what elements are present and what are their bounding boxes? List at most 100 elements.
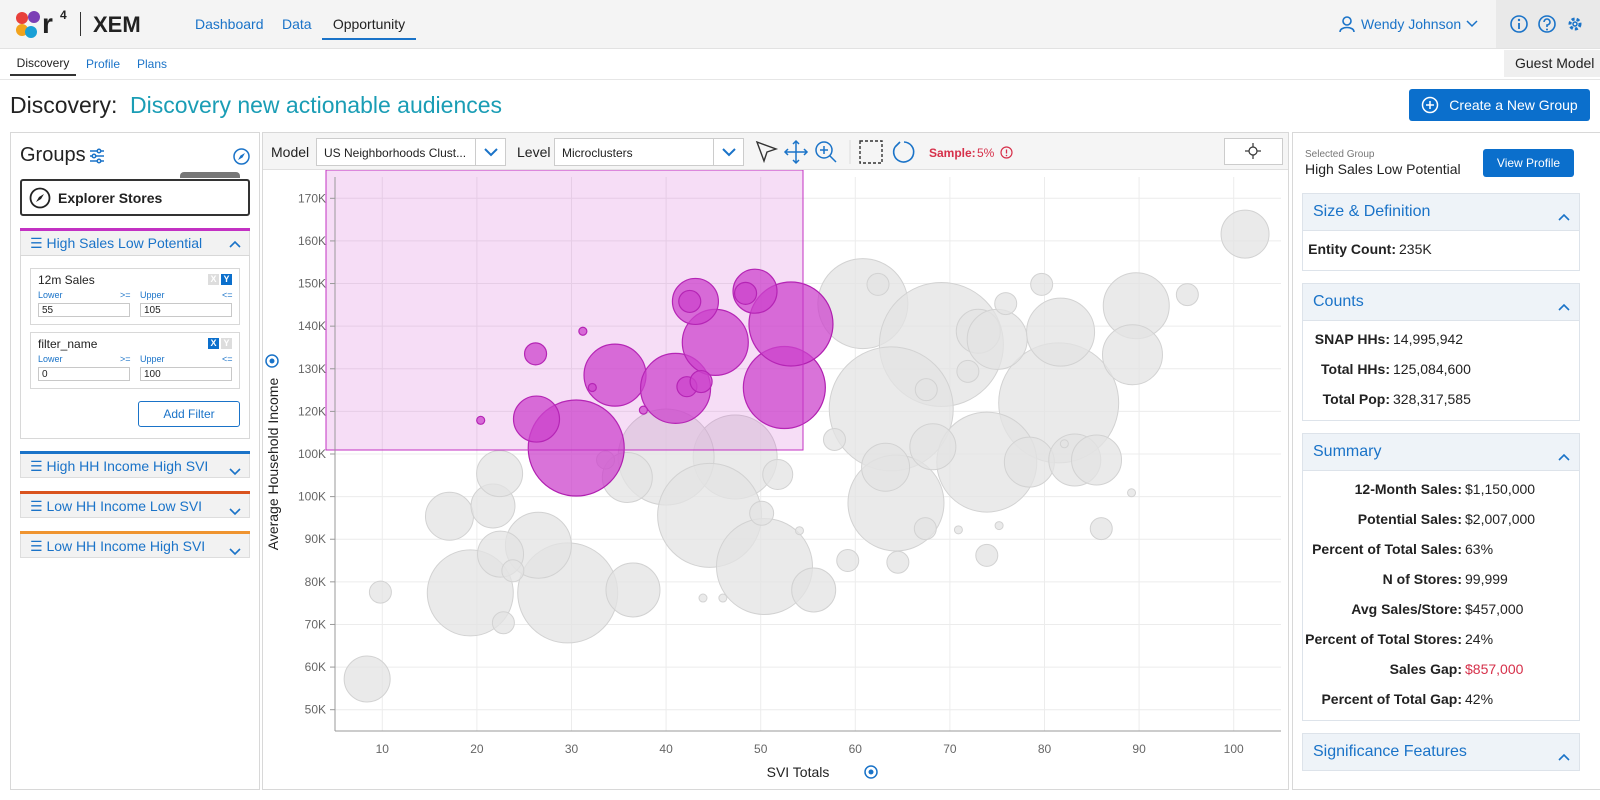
filter-name: filter_name bbox=[38, 337, 98, 351]
section-header[interactable]: Summary bbox=[1302, 433, 1580, 471]
filter-upper-op: <= bbox=[222, 290, 233, 300]
model-select[interactable]: US Neighborhoods Clust... bbox=[316, 138, 506, 166]
bubble-selected bbox=[733, 281, 758, 305]
chevron-up[interactable] bbox=[229, 240, 241, 248]
subnav-tab-active[interactable]: Discovery bbox=[10, 56, 76, 76]
group-header[interactable] bbox=[20, 534, 250, 558]
logo-divider bbox=[80, 12, 81, 36]
chevron-up[interactable] bbox=[1558, 748, 1570, 766]
x-tick-label: 50 bbox=[754, 742, 768, 756]
filter-upper-op: <= bbox=[222, 354, 233, 364]
axis-flag[interactable]: X bbox=[208, 338, 219, 349]
bubble-selected bbox=[638, 405, 648, 415]
nav-link[interactable]: Dashboard bbox=[195, 16, 264, 32]
bubble bbox=[953, 525, 963, 535]
logo-text: XEM bbox=[93, 12, 141, 37]
group-name[interactable]: ☰ High Sales Low Potential bbox=[30, 235, 202, 252]
subnav-tab[interactable]: Profile bbox=[86, 57, 121, 71]
section-header[interactable]: Size & Definition bbox=[1302, 193, 1580, 231]
drag-icon: ☰ bbox=[30, 235, 43, 251]
bubble bbox=[866, 272, 890, 296]
group-body bbox=[20, 255, 250, 439]
chart-tools[interactable] bbox=[754, 139, 920, 165]
y-tick-label: 140K bbox=[298, 319, 326, 333]
create-group-button[interactable]: Create a New Group bbox=[1409, 89, 1590, 121]
group-header[interactable] bbox=[20, 454, 250, 478]
axis-flag[interactable]: Y bbox=[221, 338, 232, 349]
section-header[interactable]: Counts bbox=[1302, 283, 1580, 321]
add-filter-button[interactable]: Add Filter bbox=[138, 401, 240, 427]
bubble bbox=[1026, 297, 1096, 367]
y-tick-label: 160K bbox=[298, 234, 326, 248]
group-color-bar bbox=[20, 491, 250, 494]
bubble-selected bbox=[678, 289, 702, 314]
y-tick-label: 120K bbox=[298, 404, 326, 418]
compass-icon[interactable] bbox=[233, 148, 250, 165]
nav-link-active[interactable]: Opportunity bbox=[322, 16, 416, 40]
group-header[interactable] bbox=[20, 494, 250, 518]
row-label: Percent of Total Gap: bbox=[1321, 691, 1462, 707]
row-value: 63% bbox=[1465, 541, 1494, 557]
axis-picker-dot bbox=[269, 358, 275, 364]
divider bbox=[0, 79, 1600, 80]
filter-icon[interactable] bbox=[89, 148, 105, 164]
bubble bbox=[975, 543, 999, 567]
x-tick-label: 90 bbox=[1132, 742, 1146, 756]
chevron-down[interactable] bbox=[229, 503, 241, 521]
bubble bbox=[1003, 436, 1055, 488]
view-profile-button[interactable]: View Profile bbox=[1483, 149, 1574, 177]
top-bar bbox=[0, 0, 1600, 49]
bubble bbox=[749, 500, 775, 526]
filter-upper-label: Upper bbox=[140, 290, 165, 300]
row-value: $1,150,000 bbox=[1465, 481, 1536, 497]
filter-lower-input[interactable]: 55 bbox=[38, 303, 130, 317]
user-name[interactable]: Wendy Johnson bbox=[1361, 16, 1462, 32]
explorer-stores[interactable]: Explorer Stores bbox=[20, 179, 250, 216]
icon-tray bbox=[1496, 0, 1600, 48]
y-tick-label: 60K bbox=[305, 660, 326, 674]
chevron-up[interactable] bbox=[1558, 208, 1570, 226]
chart-panel bbox=[262, 132, 1289, 790]
group-label: High Sales Low Potential bbox=[46, 235, 203, 251]
drag-icon: ☰ bbox=[30, 458, 43, 474]
filter-lower-label: Lower bbox=[38, 354, 63, 364]
level-label: Level bbox=[517, 144, 551, 160]
group-name[interactable]: ☰ Low HH Income Low SVI bbox=[30, 498, 202, 515]
level-select[interactable]: Microclusters bbox=[554, 138, 744, 166]
group-name[interactable]: ☰ Low HH Income High SVI bbox=[30, 538, 205, 555]
axis-flag[interactable]: Y bbox=[221, 274, 232, 285]
filter-upper-input[interactable]: 100 bbox=[140, 367, 232, 381]
nav-link[interactable]: Data bbox=[282, 16, 312, 32]
bubble bbox=[491, 611, 515, 635]
subnav-tab[interactable]: Plans bbox=[137, 57, 168, 71]
filter-lower-input[interactable]: 0 bbox=[38, 367, 130, 381]
recenter-button[interactable] bbox=[1224, 138, 1283, 165]
bubble bbox=[913, 517, 937, 541]
bubble bbox=[1127, 488, 1137, 498]
x-tick-label: 30 bbox=[565, 742, 579, 756]
filter-card bbox=[30, 332, 240, 389]
row-label: Potential Sales: bbox=[1357, 511, 1462, 527]
bubble-selected bbox=[587, 382, 597, 393]
section-header[interactable]: Significance Features bbox=[1302, 733, 1580, 771]
axis-flag[interactable]: X bbox=[208, 274, 219, 285]
sample-warning[interactable] bbox=[1000, 146, 1013, 159]
page-subtitle: Discovery new actionable audiences bbox=[130, 92, 503, 118]
group-name[interactable]: ☰ High HH Income High SVI bbox=[30, 458, 208, 475]
bubble bbox=[501, 559, 525, 583]
header-icons[interactable] bbox=[1510, 15, 1590, 35]
selected-group: High Sales Low Potential bbox=[1305, 161, 1461, 177]
chevron-up[interactable] bbox=[1558, 448, 1570, 466]
y-tick-label: 130K bbox=[298, 362, 326, 376]
filter-upper-input[interactable]: 105 bbox=[140, 303, 232, 317]
row-value: 125,084,600 bbox=[1393, 361, 1471, 377]
group-header[interactable] bbox=[20, 231, 250, 255]
model-label: Model bbox=[271, 144, 310, 160]
selection-box[interactable] bbox=[325, 170, 804, 451]
bubble bbox=[1071, 434, 1123, 486]
chevron-down[interactable] bbox=[229, 543, 241, 561]
logo-mark bbox=[16, 11, 40, 38]
chevron-down[interactable] bbox=[229, 463, 241, 481]
bubble bbox=[966, 308, 1028, 370]
chevron-up[interactable] bbox=[1558, 298, 1570, 316]
